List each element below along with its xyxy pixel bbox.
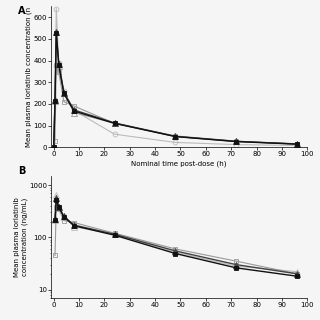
Text: B: B: [18, 166, 25, 176]
Y-axis label: Mean plasma lorlatinib concentration (n: Mean plasma lorlatinib concentration (n: [26, 7, 32, 147]
Y-axis label: Mean plasma lorlatinib
concentration (ng/mL): Mean plasma lorlatinib concentration (ng…: [14, 197, 28, 277]
X-axis label: Nominal time post-dose (h): Nominal time post-dose (h): [132, 160, 227, 167]
Text: A: A: [18, 6, 25, 16]
